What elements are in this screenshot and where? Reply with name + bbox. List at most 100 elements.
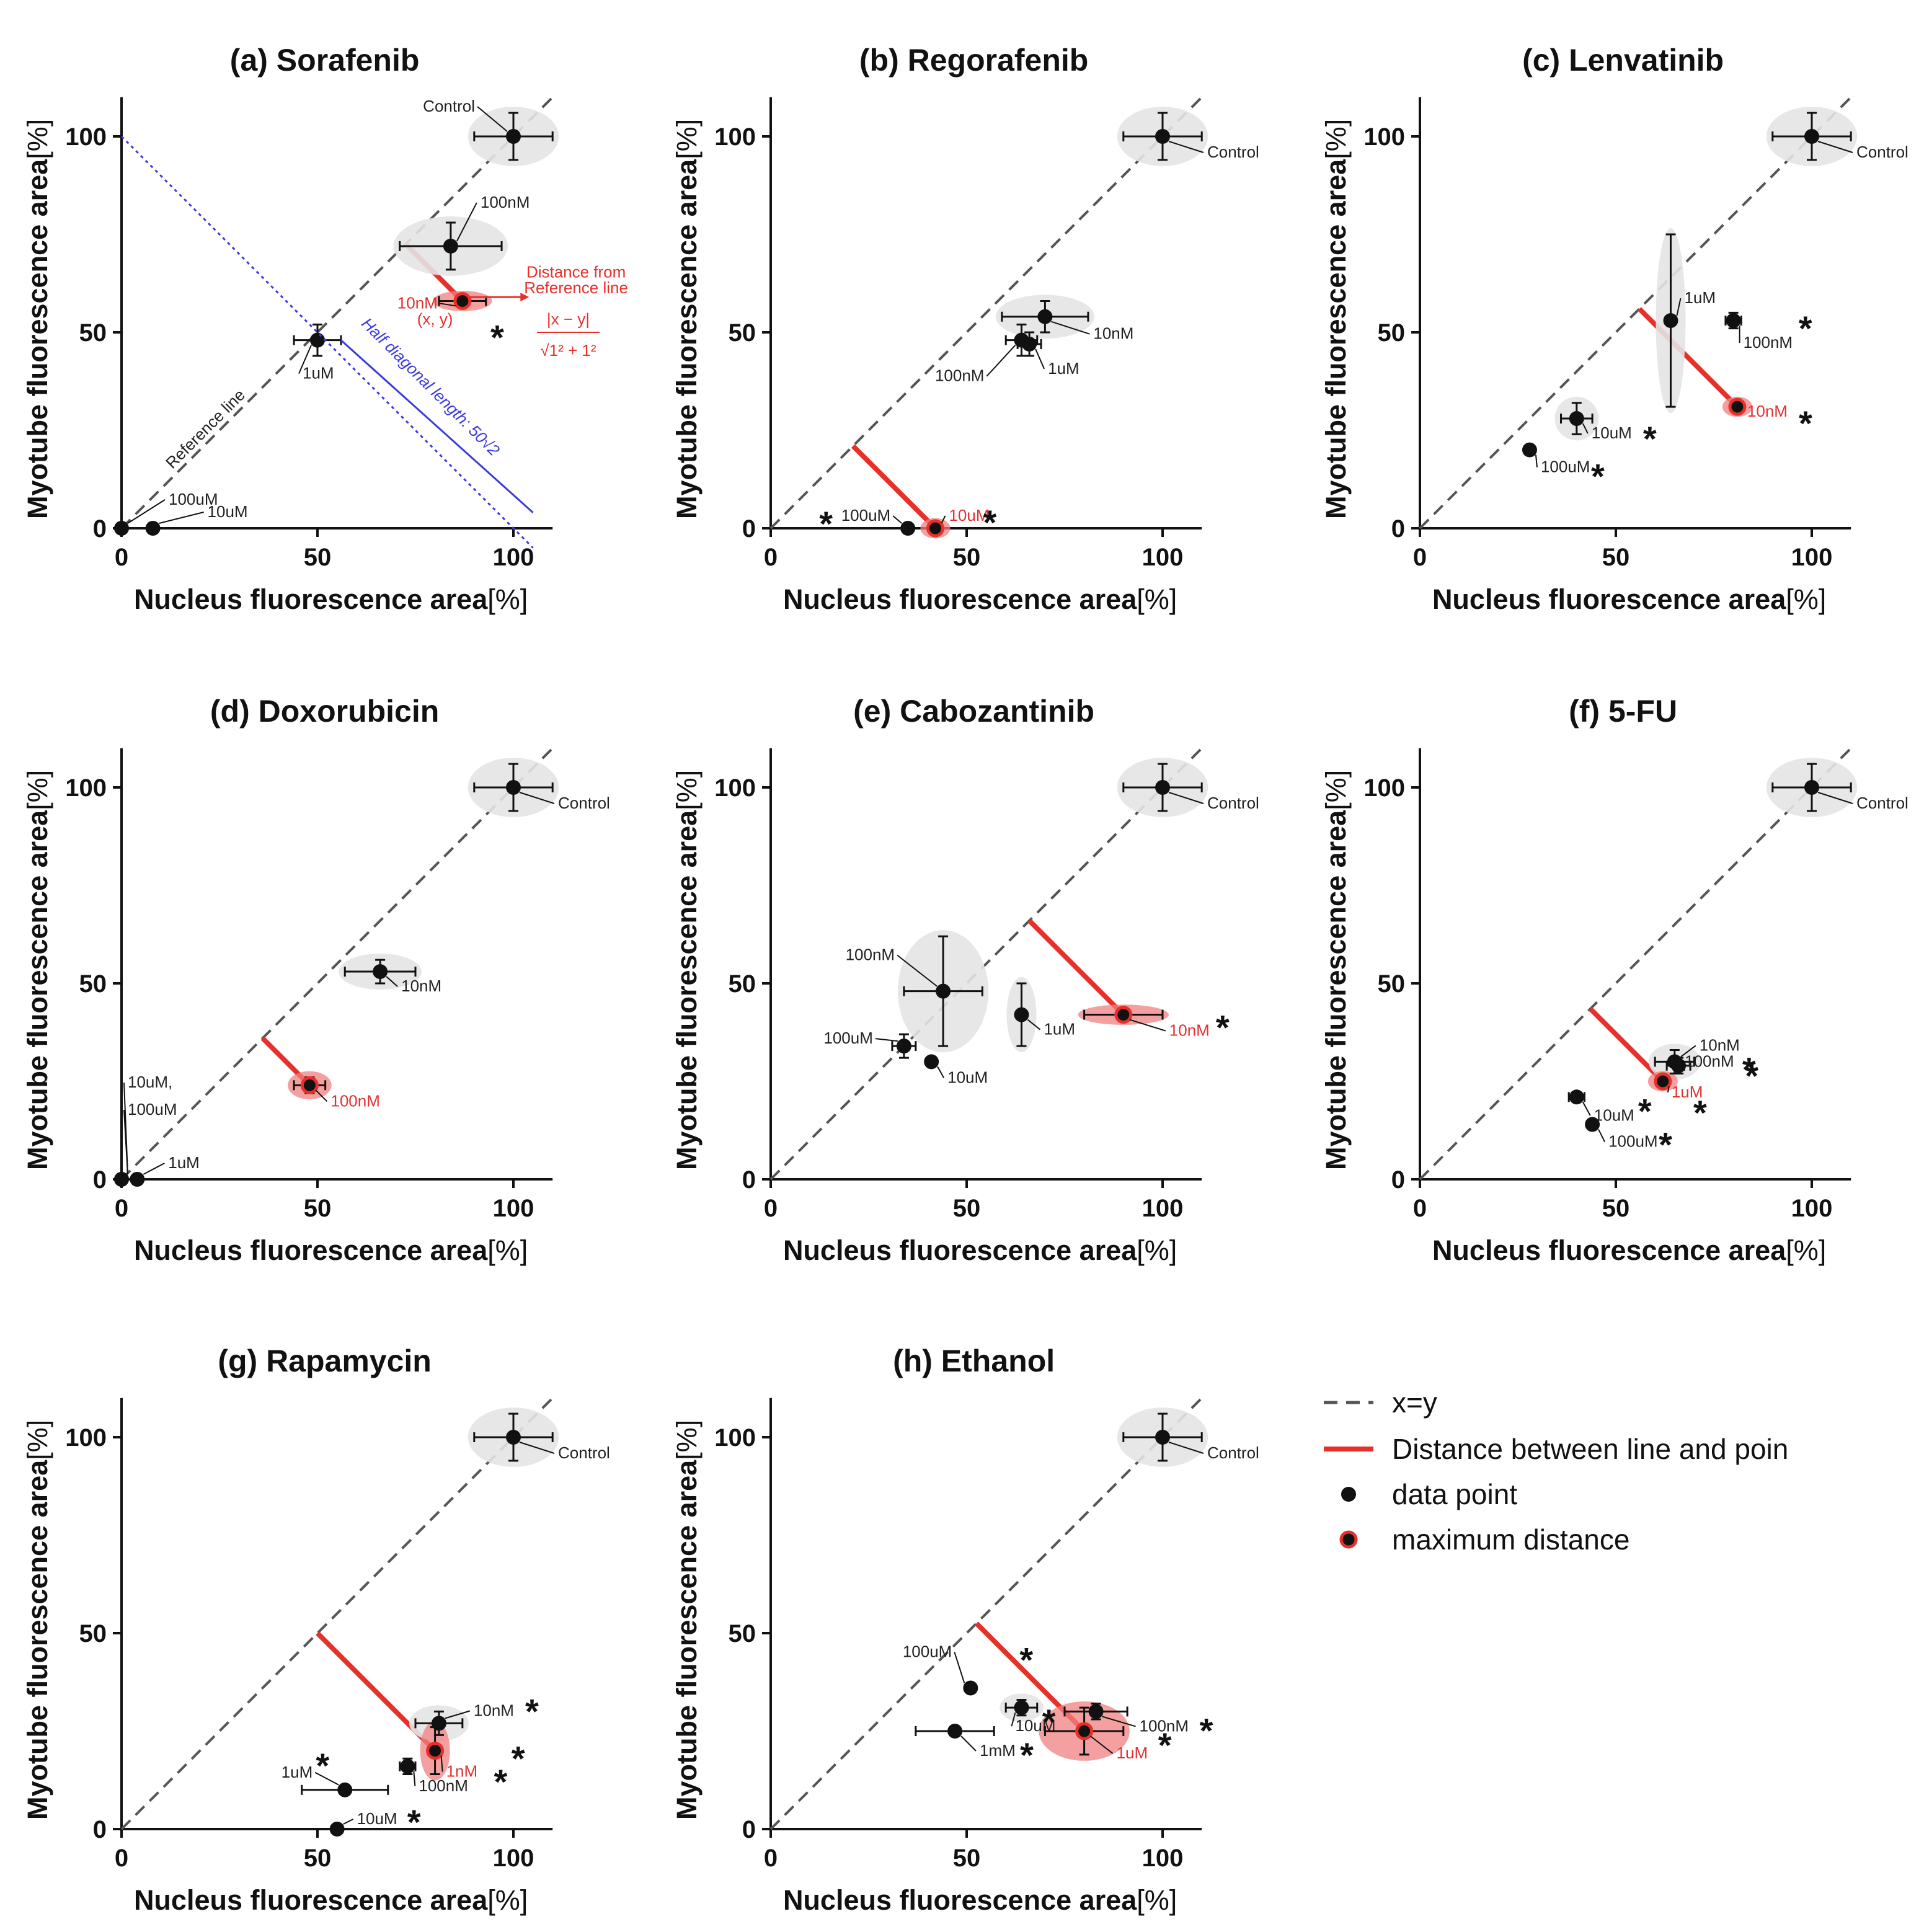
label-leader <box>1535 454 1538 467</box>
point-label: 10uM, <box>128 1073 172 1091</box>
x-tick-label: 100 <box>1142 1845 1184 1872</box>
point-label: 100nM <box>846 946 895 964</box>
data-point <box>1522 442 1537 458</box>
significance-star: * <box>525 1691 539 1730</box>
y-axis-label: Myotube fluorescence area[%] <box>22 770 53 1170</box>
point-label: 10uM <box>208 502 248 521</box>
data-point <box>1155 780 1170 795</box>
panel-4: (d) Doxorubicin 00 50 50 100 100 Nucleus fluor… <box>22 694 610 1266</box>
y-tick-label: 100 <box>714 774 756 802</box>
label-leader <box>519 1442 555 1454</box>
point-label: Control <box>1856 794 1908 812</box>
panel-7: (g) Rapamycin 00 50 50 100 100 Nucleus fluores… <box>22 1344 610 1916</box>
label-leader <box>314 1771 339 1786</box>
data-point <box>1155 129 1170 144</box>
point-label: 100nM <box>1685 1052 1734 1071</box>
point-label: 1uM <box>1117 1744 1148 1762</box>
significance-star: * <box>1200 1711 1213 1750</box>
data-point <box>1088 1704 1104 1719</box>
significance-star: * <box>1799 404 1812 443</box>
point-label: 1uM <box>1684 288 1716 307</box>
x-axis-unit: [%] <box>487 583 528 615</box>
point-label: 10uM <box>949 506 989 525</box>
point-label: 1mM <box>980 1741 1016 1760</box>
label-leader <box>1168 1442 1204 1454</box>
panel-title: (g) Rapamycin <box>218 1344 432 1378</box>
significance-star: * <box>1742 1050 1756 1089</box>
point-label: 100nM <box>330 1091 380 1110</box>
data-point <box>1663 313 1678 329</box>
point-label: Control <box>558 1443 610 1462</box>
y-axis-label: Myotube fluorescence area[%] <box>671 119 703 519</box>
y-axis-unit: [%] <box>671 1420 703 1460</box>
x-tick-label: 100 <box>1791 544 1833 571</box>
panel-8: (h) Ethanol 00 50 50 100 100 Nucleus fluoresce… <box>671 1344 1259 1916</box>
max-data-point <box>453 291 472 310</box>
data-point <box>431 1716 446 1731</box>
point-label: 100uM <box>1608 1132 1658 1151</box>
x-axis-label: Nucleus fluorescence area[%] <box>134 583 528 615</box>
label-leader <box>440 1755 443 1772</box>
label-leader <box>519 792 555 804</box>
y-tick-label: 100 <box>65 774 107 802</box>
data-point <box>1014 1007 1029 1022</box>
x-axis-label: Nucleus fluorescence area[%] <box>134 1234 528 1266</box>
x-axis-unit: [%] <box>1786 583 1826 615</box>
label-leader <box>892 515 902 524</box>
data-point <box>506 780 521 795</box>
xy-label: (x, y) <box>417 309 453 328</box>
point-label: Control <box>1207 143 1259 161</box>
point-label: 10nM <box>474 1701 514 1719</box>
significance-star: * <box>490 317 504 357</box>
data-point <box>145 521 161 536</box>
significance-star: * <box>819 504 833 543</box>
point-label: Control <box>1207 1443 1259 1462</box>
y-tick-label: 0 <box>1391 1166 1405 1194</box>
data-point <box>1155 1430 1170 1445</box>
point-label: 10uM <box>947 1068 988 1086</box>
label-leader <box>159 512 204 524</box>
data-point <box>896 1039 911 1054</box>
significance-star: * <box>1693 1093 1707 1132</box>
x-tick-label: 50 <box>304 1195 332 1222</box>
point-label: 100uM <box>169 490 218 508</box>
formula-denominator: √1² + 1² <box>540 341 596 360</box>
panel-2: (b) Regorafenib 00 50 50 100 100 Nucleus fluor… <box>671 43 1259 615</box>
x-tick-label: 0 <box>115 1845 128 1872</box>
y-tick-label: 0 <box>93 1816 107 1843</box>
label-leader <box>298 345 312 374</box>
y-axis-label: Myotube fluorescence area[%] <box>1320 770 1352 1170</box>
point-label: 10nM <box>1093 324 1133 343</box>
data-point <box>400 1758 415 1774</box>
panel-1: (a) Sorafenib 00 50 50 100 100 Nucleus fluores… <box>22 43 628 615</box>
x-axis-label: Nucleus fluorescence area[%] <box>1432 1234 1826 1266</box>
point-label: 1nM <box>446 1762 478 1781</box>
point-label: Control <box>1207 794 1259 812</box>
legend-max-point <box>1339 1530 1358 1549</box>
max-data-point <box>926 519 944 538</box>
legend-label-max: maximum distance <box>1392 1523 1629 1556</box>
data-point <box>1569 411 1584 427</box>
y-tick-label: 100 <box>65 1424 107 1451</box>
label-leader <box>1051 321 1090 335</box>
point-label: Control <box>1856 143 1908 161</box>
label-leader <box>477 106 508 132</box>
x-axis-unit: [%] <box>1786 1234 1826 1266</box>
y-tick-label: 50 <box>729 319 756 347</box>
x-axis-label: Nucleus fluorescence area[%] <box>783 583 1177 615</box>
point-label: 100uM <box>128 1100 177 1119</box>
x-tick-label: 100 <box>1791 1195 1833 1222</box>
reference-line <box>120 96 554 530</box>
formula-numerator: |x − y| <box>547 309 590 328</box>
point-label: 10uM <box>357 1809 397 1828</box>
y-tick-label: 50 <box>729 970 756 998</box>
x-tick-label: 100 <box>1142 544 1184 571</box>
y-axis-label: Myotube fluorescence area[%] <box>1320 119 1352 519</box>
y-axis-label: Myotube fluorescence area[%] <box>671 1420 703 1820</box>
data-point <box>1804 129 1819 144</box>
significance-star: * <box>983 503 997 542</box>
significance-star: * <box>1745 1057 1758 1096</box>
point-label: 100nM <box>1744 333 1793 352</box>
x-tick-label: 50 <box>1602 544 1630 571</box>
data-point <box>1569 1089 1584 1105</box>
